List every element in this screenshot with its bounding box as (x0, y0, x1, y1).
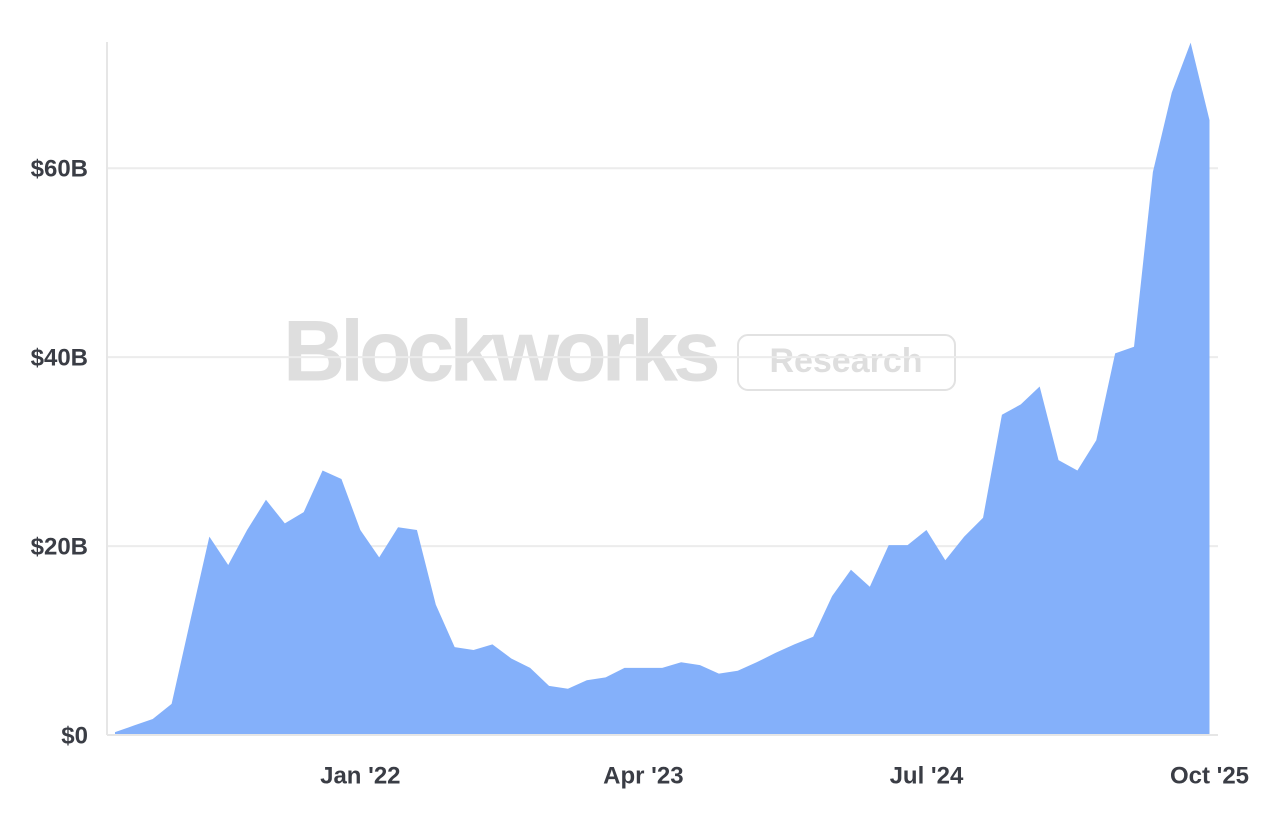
watermark-badge-frame (737, 334, 956, 391)
y-tick-label: $20B (31, 533, 88, 560)
y-tick-label: $0 (61, 722, 88, 749)
watermark: Blockworks Research (283, 304, 956, 400)
x-tick-label: Apr '23 (603, 762, 683, 789)
x-tick-label: Oct '25 (1170, 762, 1249, 789)
watermark-badge: Research (769, 342, 922, 380)
x-tick-label: Jul '24 (890, 762, 964, 789)
watermark-text: Blockworks (283, 304, 718, 400)
area (115, 42, 1210, 735)
x-tick-label: Jan '22 (320, 762, 400, 789)
y-tick-label: $60B (31, 156, 88, 183)
y-tick-label: $40B (31, 345, 88, 372)
